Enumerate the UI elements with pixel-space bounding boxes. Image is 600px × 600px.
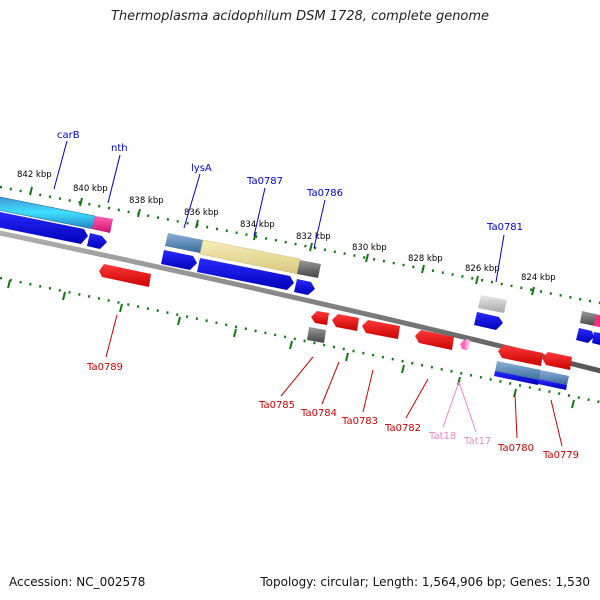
leader-line-ta0782: [405, 378, 429, 419]
gene-label-carb[interactable]: carB: [57, 130, 80, 141]
gene-label-tat17[interactable]: Tat17: [463, 436, 491, 447]
gene-label-ta0784[interactable]: Ta0784: [300, 408, 337, 419]
feature-nth-arrow[interactable]: [87, 233, 107, 249]
feature-ta0780[interactable]: [498, 345, 543, 366]
feature-ta0779-blue[interactable]: [538, 379, 567, 390]
gene-label-ta0779[interactable]: Ta0779: [542, 450, 579, 461]
feature-tat17[interactable]: [465, 339, 470, 349]
feature-carb-arrow[interactable]: [0, 211, 88, 244]
leader-line-ta0780: [514, 393, 518, 439]
feature-ta0789[interactable]: [99, 264, 151, 287]
leader-line-ta0783: [362, 369, 374, 413]
tick-label: 826 kbp: [465, 264, 500, 274]
gene-label-ta0785[interactable]: Ta0785: [258, 400, 295, 411]
leader-line-carb: [53, 140, 68, 190]
leader-line-ta0786: [313, 199, 326, 249]
feature-ta0784[interactable]: [332, 314, 359, 331]
leader-line-ta0781: [495, 234, 505, 283]
feature-ta0782[interactable]: [415, 330, 454, 350]
tick-label: 830 kbp: [352, 243, 387, 253]
feature-ta0780-steel[interactable]: [495, 361, 541, 381]
gene-label-tat18[interactable]: Tat18: [428, 431, 456, 442]
outer-major-ticks: [29, 186, 535, 296]
gene-label-lysa[interactable]: lysA: [191, 163, 212, 174]
gene-label-ta0781[interactable]: Ta0781: [486, 222, 523, 233]
feature-ta0780-blue[interactable]: [494, 371, 539, 385]
tick-label: 836 kbp: [184, 208, 219, 218]
inner-major-ticks: [7, 279, 575, 409]
feature-ta0786-arrow[interactable]: [294, 279, 315, 295]
tick-label: 840 kbp: [73, 184, 108, 194]
feature-pink[interactable]: [92, 216, 113, 233]
feature-right-pink[interactable]: [594, 315, 600, 327]
accession-label: Accession: NC_002578: [9, 575, 146, 589]
leader-line-ta0787: [253, 187, 266, 237]
leader-line-tat17: [458, 381, 477, 433]
feature-lysa-box[interactable]: [165, 233, 203, 253]
gene-label-ta0786[interactable]: Ta0786: [306, 188, 343, 199]
feature-ta0781-box[interactable]: [478, 295, 507, 313]
leader-line-ta0779: [550, 399, 563, 447]
tick-label: 832 kbp: [296, 232, 331, 242]
feature-ta0781-arrow[interactable]: [474, 312, 503, 330]
feature-right-blue2[interactable]: [592, 332, 600, 345]
feature-ta0785[interactable]: [311, 311, 329, 325]
feature-ta0783[interactable]: [362, 320, 400, 339]
leader-line-ta0789: [105, 314, 118, 358]
gene-label-ta0783[interactable]: Ta0783: [341, 416, 378, 427]
tick-label: 824 kbp: [521, 273, 556, 283]
gene-label-ta0782[interactable]: Ta0782: [384, 423, 421, 434]
leader-line-ta0784: [321, 361, 340, 405]
leader-line-ta0785: [280, 356, 314, 397]
feature-ta0786-box[interactable]: [297, 260, 321, 278]
map-title: Thermoplasma acidophilum DSM 1728, compl…: [110, 9, 490, 24]
tick-label: 834 kbp: [240, 220, 275, 230]
leader-line-tat18: [442, 381, 460, 428]
feature-ta0779[interactable]: [542, 352, 572, 370]
feature-right-blue[interactable]: [576, 328, 594, 343]
feature-ta0779-steel[interactable]: [539, 370, 569, 385]
feature-ta0787-arrow[interactable]: [197, 258, 294, 290]
tick-label: 838 kbp: [129, 196, 164, 206]
tick-label: 828 kbp: [408, 254, 443, 264]
feature-gray-inner[interactable]: [307, 327, 326, 343]
genome-stats-label: Topology: circular; Length: 1,564,906 bp…: [260, 575, 590, 589]
gene-label-ta0789[interactable]: Ta0789: [86, 362, 123, 373]
outer-tick-track: [0, 185, 600, 305]
tick-label: 842 kbp: [17, 170, 52, 180]
gene-label-nth[interactable]: nth: [111, 143, 128, 154]
feature-lysa-arrow[interactable]: [161, 250, 197, 270]
gene-label-ta0787[interactable]: Ta0787: [246, 176, 283, 187]
leader-line-nth: [107, 154, 121, 204]
inner-tick-track: [0, 276, 600, 404]
leader-line-lysa: [183, 173, 201, 229]
gene-label-ta0780[interactable]: Ta0780: [497, 443, 534, 454]
